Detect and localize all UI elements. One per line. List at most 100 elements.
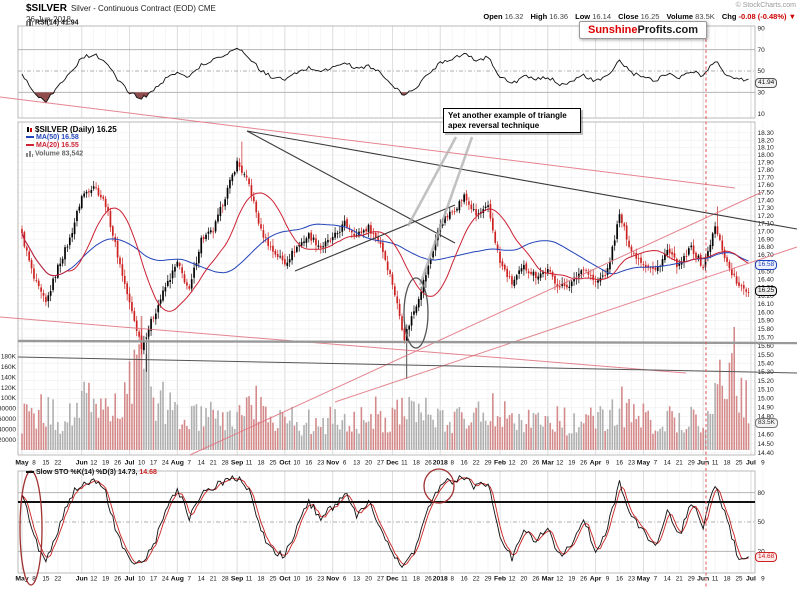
axis-labels: 14.4014.5014.6014.7014.8014.9015.0015.10…	[0, 25, 774, 582]
svg-text:16: 16	[305, 576, 313, 583]
svg-text:Nov: Nov	[326, 576, 339, 583]
svg-text:Jun: Jun	[697, 460, 709, 467]
rsi-oversold-fill	[22, 92, 749, 103]
high-label: High	[530, 12, 548, 21]
svg-text:24: 24	[162, 460, 170, 467]
svg-text:18: 18	[724, 460, 732, 467]
svg-text:60000: 60000	[0, 416, 16, 423]
svg-text:14.60: 14.60	[758, 432, 775, 439]
svg-text:120K: 120K	[1, 385, 17, 392]
svg-text:16.90: 16.90	[758, 236, 775, 243]
svg-text:16.40: 16.40	[758, 276, 775, 283]
svg-text:17.20: 17.20	[758, 213, 775, 220]
svg-text:11: 11	[246, 576, 253, 583]
sunshineprofits-logo[interactable]: SunshineProfits.com	[579, 21, 708, 39]
ticker-symbol: $SILVER	[26, 3, 67, 14]
volume-label: Volume	[666, 12, 694, 21]
svg-text:19: 19	[102, 576, 110, 583]
svg-text:70: 70	[758, 47, 766, 54]
svg-text:May: May	[15, 460, 28, 467]
svg-text:11: 11	[401, 460, 408, 467]
svg-text:13: 13	[353, 460, 361, 467]
rsi-legend: RSI(14) 41.94	[26, 19, 79, 26]
svg-text:23: 23	[317, 460, 325, 467]
svg-text:29: 29	[688, 576, 696, 583]
svg-text:17: 17	[150, 576, 158, 583]
svg-text:19: 19	[102, 460, 110, 467]
svg-text:15: 15	[42, 576, 50, 583]
stoch-value-badge: 14.68	[755, 552, 778, 562]
svg-text:50: 50	[758, 68, 766, 75]
svg-text:22: 22	[473, 460, 481, 467]
svg-text:Dec: Dec	[386, 576, 399, 583]
svg-text:18: 18	[413, 576, 421, 583]
svg-text:28: 28	[222, 460, 230, 467]
svg-text:7: 7	[188, 460, 192, 467]
svg-text:16.10: 16.10	[758, 301, 775, 308]
svg-text:25: 25	[735, 576, 743, 583]
svg-text:Dec: Dec	[386, 460, 399, 467]
svg-text:21: 21	[210, 576, 218, 583]
svg-text:15: 15	[42, 460, 50, 467]
volume-bars	[21, 316, 750, 450]
svg-text:Aug: Aug	[171, 460, 184, 467]
ma20-legend-row: MA(20) 16.55	[26, 142, 117, 150]
svg-text:9: 9	[761, 576, 765, 583]
ma50-legend-text: MA(50) 16.58	[36, 134, 79, 141]
ma20-line	[21, 192, 749, 312]
svg-text:18: 18	[257, 460, 265, 467]
open-value: 16.32	[504, 12, 524, 21]
svg-text:26: 26	[580, 576, 588, 583]
svg-text:17.10: 17.10	[758, 221, 775, 228]
reference-lines	[18, 49, 755, 552]
svg-text:26: 26	[532, 460, 540, 467]
svg-text:15.60: 15.60	[758, 343, 775, 350]
high-value: 16.36	[549, 12, 569, 21]
chg-value-down-arrow: -0.08 (-0.48%) ▼	[738, 12, 796, 21]
svg-text:17.80: 17.80	[758, 167, 775, 174]
ohlc-quote-bar: Open 16.32 High 16.36 Low 16.14 Close 16…	[478, 12, 796, 21]
svg-text:Mar: Mar	[542, 460, 554, 467]
svg-text:14: 14	[664, 460, 672, 467]
svg-text:18: 18	[257, 576, 265, 583]
svg-text:16: 16	[461, 576, 469, 583]
svg-text:8: 8	[32, 576, 36, 583]
svg-text:18.10: 18.10	[758, 145, 775, 152]
ma20-line-swatch	[26, 144, 34, 147]
svg-text:17.70: 17.70	[758, 175, 775, 182]
svg-text:40000: 40000	[0, 426, 16, 433]
svg-text:12: 12	[508, 460, 516, 467]
chg-label: Chg	[721, 12, 737, 21]
moving-averages	[21, 192, 749, 312]
svg-text:14.50: 14.50	[758, 441, 775, 448]
annotation-line2: apex reversal technique	[448, 120, 540, 130]
svg-text:28: 28	[222, 576, 230, 583]
svg-text:23: 23	[628, 576, 636, 583]
svg-text:16.20: 16.20	[758, 293, 775, 300]
svg-text:16: 16	[305, 460, 313, 467]
svg-text:Jun: Jun	[76, 460, 88, 467]
svg-text:15.00: 15.00	[758, 396, 775, 403]
svg-text:50: 50	[758, 519, 766, 526]
svg-text:14.90: 14.90	[758, 404, 775, 411]
svg-text:22: 22	[54, 460, 62, 467]
price-legend-row: $SILVER (Daily) 16.25	[26, 126, 117, 134]
svg-text:8: 8	[450, 576, 454, 583]
open-label: Open	[483, 12, 503, 21]
svg-text:29: 29	[688, 460, 696, 467]
svg-text:30: 30	[758, 90, 766, 97]
annotation-line1: Yet another example of triangle	[448, 111, 567, 120]
svg-text:19: 19	[568, 460, 576, 467]
svg-text:Apr: Apr	[590, 460, 602, 467]
svg-text:25: 25	[735, 460, 743, 467]
svg-text:16: 16	[616, 576, 624, 583]
volume-legend-row: Volume 83,542	[26, 150, 117, 158]
svg-text:20: 20	[365, 460, 373, 467]
low-label: Low	[575, 12, 591, 21]
svg-text:24: 24	[162, 576, 170, 583]
svg-text:7: 7	[654, 576, 658, 583]
volume-legend-text: Volume 83,542	[35, 150, 84, 158]
svg-text:100K: 100K	[1, 395, 17, 402]
logo-profits: Profits.com	[637, 24, 699, 36]
svg-text:Oct: Oct	[279, 576, 291, 583]
